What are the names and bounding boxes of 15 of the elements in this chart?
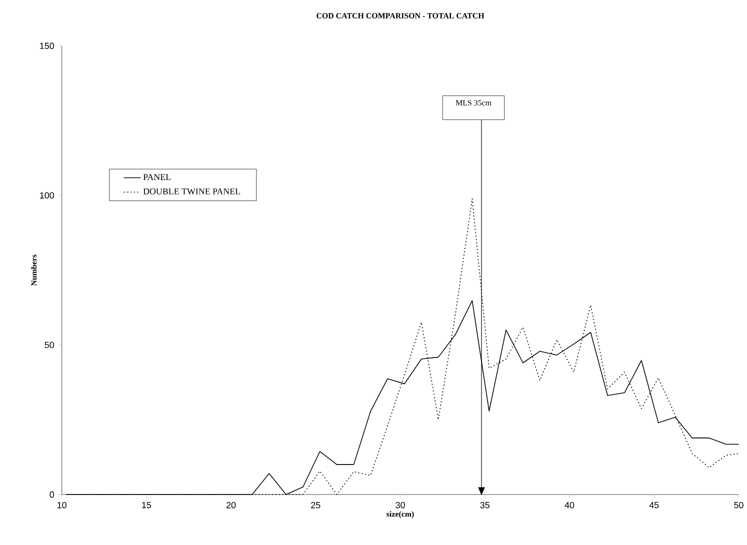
- y-tick-label: 100: [40, 192, 54, 198]
- x-tick-label: 45: [649, 502, 659, 508]
- x-tick-label: 25: [311, 502, 320, 508]
- x-tick-label: 15: [142, 502, 152, 508]
- x-tick-label: 40: [564, 502, 574, 508]
- x-tick-label: 30: [396, 502, 405, 508]
- y-tick-label: 150: [40, 42, 54, 49]
- x-tick-label: 50: [734, 502, 744, 508]
- y-tick-label: 50: [44, 342, 54, 348]
- legend-label: DOUBLE TWINE PANEL: [143, 188, 240, 194]
- x-tick-label: 20: [226, 502, 236, 508]
- y-tick-label: 0: [50, 491, 54, 498]
- x-tick-label: 35: [480, 502, 490, 508]
- legend-label: PANEL: [143, 174, 170, 180]
- x-tick-label: 10: [58, 502, 66, 508]
